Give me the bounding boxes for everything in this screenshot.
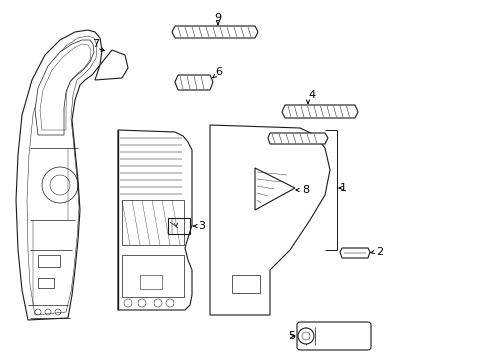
Bar (168, 218, 190, 234)
Polygon shape (267, 133, 327, 144)
Polygon shape (95, 50, 128, 80)
Text: 2: 2 (375, 247, 382, 257)
Polygon shape (175, 75, 213, 90)
Bar (122, 200, 183, 245)
Text: 1: 1 (339, 183, 346, 193)
Text: 5: 5 (287, 331, 294, 341)
Polygon shape (209, 125, 329, 315)
FancyBboxPatch shape (296, 322, 370, 350)
Text: 4: 4 (307, 90, 314, 100)
Polygon shape (254, 168, 294, 210)
Polygon shape (118, 130, 192, 310)
Circle shape (297, 328, 313, 344)
Text: 9: 9 (214, 13, 221, 23)
Polygon shape (172, 26, 258, 38)
Text: 8: 8 (302, 185, 308, 195)
Bar (231, 275, 260, 293)
Bar (122, 255, 183, 297)
Polygon shape (282, 105, 357, 118)
Polygon shape (16, 30, 102, 320)
Polygon shape (35, 40, 94, 135)
Bar (140, 275, 162, 289)
Text: 7: 7 (92, 39, 99, 49)
Text: 6: 6 (215, 67, 222, 77)
Bar (38, 255, 60, 267)
Bar (38, 278, 54, 288)
Text: 3: 3 (198, 221, 204, 231)
Polygon shape (339, 248, 369, 258)
